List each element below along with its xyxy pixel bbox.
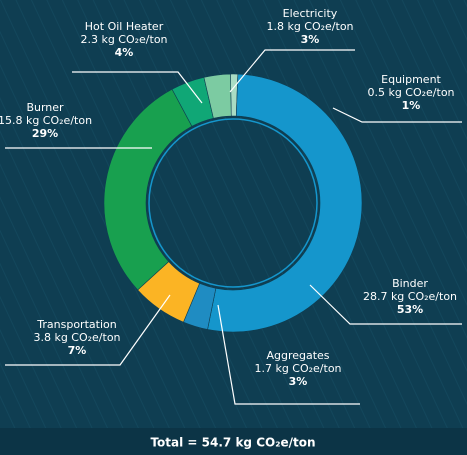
leader-line	[5, 294, 171, 366]
donut-slice	[207, 73, 363, 333]
value-label: 28.7 kg CO₂e/ton	[363, 290, 457, 303]
share-label: 53%	[397, 303, 423, 316]
share-label: 7%	[68, 344, 87, 357]
category-label: Equipment	[381, 73, 441, 86]
leader-line	[309, 284, 462, 325]
category-label: Burner	[26, 101, 64, 114]
leader-line	[229, 49, 355, 93]
donut	[103, 73, 363, 333]
share-label: 1%	[402, 99, 421, 112]
leader-line	[217, 304, 360, 405]
leader-line	[72, 71, 203, 104]
total-label: Total = 54.7 kg CO₂e/ton	[150, 436, 315, 450]
background-pattern	[0, 0, 467, 428]
category-label: Transportation	[36, 318, 116, 331]
footer-bar	[0, 428, 467, 455]
inner-ring	[148, 118, 318, 288]
leader-line	[332, 107, 462, 123]
share-label: 29%	[32, 127, 58, 140]
value-label: 1.7 kg CO₂e/ton	[254, 362, 341, 375]
value-label: 3.8 kg CO₂e/ton	[33, 331, 120, 344]
share-label: 3%	[301, 33, 320, 46]
category-label: Binder	[392, 277, 428, 290]
category-label: Hot Oil Heater	[85, 20, 164, 33]
value-label: 15.8 kg CO₂e/ton	[0, 114, 92, 127]
donut-slice	[203, 73, 232, 119]
value-label: 1.8 kg CO₂e/ton	[266, 20, 353, 33]
value-label: 2.3 kg CO₂e/ton	[80, 33, 167, 46]
value-label: 0.5 kg CO₂e/ton	[367, 86, 454, 99]
share-label: 3%	[289, 375, 308, 388]
leader-lines	[5, 49, 462, 405]
share-label: 4%	[115, 46, 134, 59]
category-label: Electricity	[283, 7, 338, 20]
category-label: Aggregates	[266, 349, 329, 362]
